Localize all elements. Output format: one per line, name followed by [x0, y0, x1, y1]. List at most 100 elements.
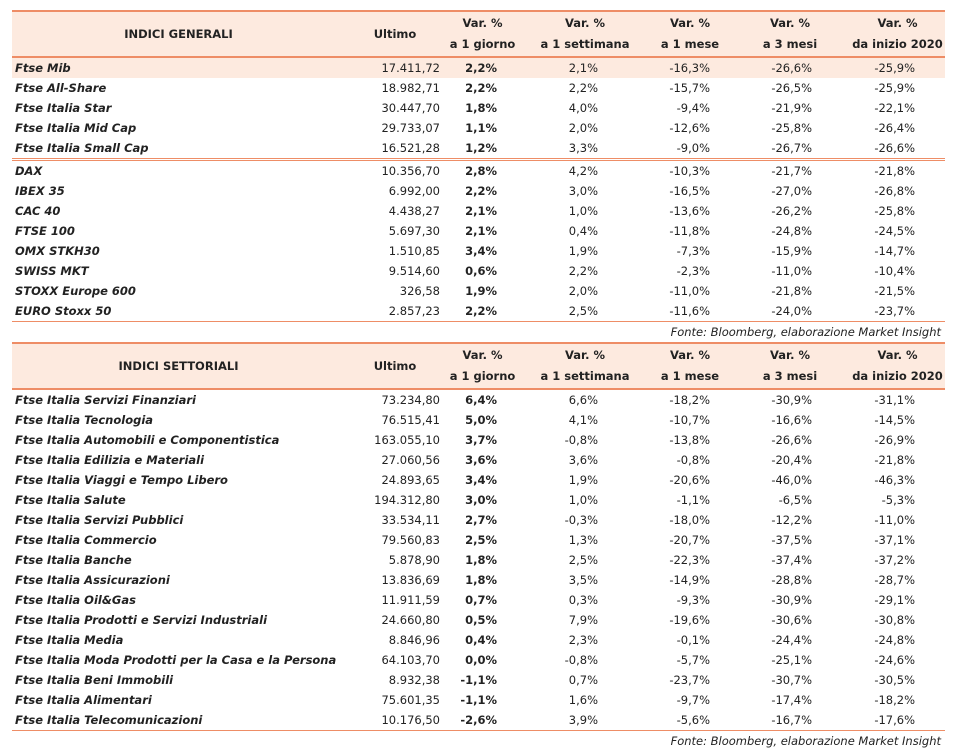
cell-value: -20,7% [669, 533, 710, 547]
cell-value: 2,0% [568, 284, 598, 298]
index-name: Ftse Italia Banche [15, 553, 132, 567]
cell-value: 1,1% [465, 121, 497, 135]
cell-value: 8.932,38 [388, 673, 440, 687]
cell-value: -27,0% [771, 184, 812, 198]
cell-value: 2,8% [465, 164, 497, 178]
table-row: Ftse Italia Oil&Gas 11.911,59 0,7% 0,3% -9,3… [12, 590, 945, 610]
cell-value: 163.055,10 [374, 433, 440, 447]
cell-value: -10,7% [669, 413, 710, 427]
cell-value: 1,8% [465, 553, 497, 567]
cell-value: -37,2% [874, 553, 915, 567]
table-row: Ftse Mib 17.411,72 2,2% 2,1% -16,3% -26,6% -25… [12, 57, 945, 78]
index-name: Ftse Italia Oil&Gas [15, 593, 136, 607]
cell-value: -0,8% [564, 433, 598, 447]
table-row: Ftse Italia Moda Prodotti per la Casa e … [12, 650, 945, 670]
cell-value: 2,7% [465, 513, 497, 527]
cell-value: 3,9% [568, 713, 598, 727]
cell-value: -0,8% [564, 653, 598, 667]
cell-value: 1,8% [465, 573, 497, 587]
column-header-line: Var. % [670, 348, 710, 362]
column-header-line: Ultimo [373, 359, 417, 373]
column-header: Var. % da inizio 2020 [850, 11, 945, 57]
table-row: FTSE 100 5.697,30 2,1% 0,4% -11,8% -24,8% -24,… [12, 221, 945, 241]
cell-value: -30,7% [771, 673, 812, 687]
column-header-line: a 1 giorno [449, 369, 516, 383]
cell-value: -28,8% [771, 573, 812, 587]
cell-value: -25,1% [771, 653, 812, 667]
cell-value: 11.911,59 [381, 593, 440, 607]
source-note: Fonte: Bloomberg, elaborazione Market In… [670, 325, 941, 339]
cell-value: 1,0% [568, 493, 598, 507]
table-row: SWISS MKT 9.514,60 0,6% 2,2% -2,3% -11,0% -10,… [12, 261, 945, 281]
table-block: INDICI SETTORIALI Ultimo Var. % a 1 giorno V… [12, 342, 945, 751]
index-name: SWISS MKT [15, 264, 89, 278]
cell-value: 29.733,07 [381, 121, 440, 135]
column-header: Var. % a 1 giorno [445, 343, 520, 389]
cell-value: -37,1% [874, 533, 915, 547]
index-name: Ftse Italia Tecnologia [15, 413, 154, 427]
cell-value: 10.176,50 [381, 713, 440, 727]
cell-value: -0,8% [676, 453, 710, 467]
cell-value: 24.893,65 [381, 473, 440, 487]
index-name: Ftse Italia Alimentari [15, 693, 152, 707]
index-name: Ftse Italia Viaggi e Tempo Libero [15, 473, 228, 487]
cell-value: -24,5% [874, 224, 915, 238]
cell-value: -31,1% [874, 393, 915, 407]
cell-value: 1,2% [465, 141, 497, 155]
data-table: INDICI SETTORIALI Ultimo Var. % a 1 giorno V… [12, 342, 945, 731]
index-name: Ftse Italia Mid Cap [15, 121, 137, 135]
table-row: Ftse Italia Alimentari 75.601,35 -1,1% 1,6%… [12, 690, 945, 710]
cell-value: 2,0% [568, 121, 598, 135]
cell-value: -13,6% [669, 204, 710, 218]
cell-value: 7,9% [568, 613, 598, 627]
cell-value: -10,4% [874, 264, 915, 278]
column-header-line: Var. % [877, 348, 918, 362]
column-header-line: a 1 giorno [449, 37, 516, 51]
table-row: Ftse Italia Servizi Pubblici 33.534,11 2,7… [12, 510, 945, 530]
cell-value: 5,0% [465, 413, 497, 427]
cell-value: 0,3% [568, 593, 598, 607]
cell-value: -21,9% [771, 101, 812, 115]
column-header-line: a 1 mese [660, 37, 720, 51]
cell-value: 6.992,00 [388, 184, 440, 198]
cell-value: -18,0% [669, 513, 710, 527]
cell-value: -9,4% [676, 101, 710, 115]
cell-value: -1,1% [676, 493, 710, 507]
cell-value: 326,58 [399, 284, 440, 298]
index-name: STOXX Europe 600 [15, 284, 136, 298]
column-header: Var. % da inizio 2020 [850, 343, 945, 389]
cell-value: -21,8% [874, 453, 915, 467]
column-header-line: a 3 mesi [762, 37, 818, 51]
cell-value: 1,9% [465, 284, 497, 298]
cell-value: -12,2% [771, 513, 812, 527]
cell-value: -30,9% [771, 393, 812, 407]
table-row: Ftse Italia Mid Cap 29.733,07 1,1% 2,0% -12,… [12, 118, 945, 138]
cell-value: -37,5% [771, 533, 812, 547]
cell-value: -18,2% [874, 693, 915, 707]
cell-value: 4,2% [568, 164, 598, 178]
column-header-line: a 1 settimana [540, 37, 630, 51]
cell-value: -23,7% [874, 304, 915, 318]
cell-value: -16,3% [669, 61, 710, 75]
table-row: Ftse Italia Tecnologia 76.515,41 5,0% 4,1% -… [12, 410, 945, 430]
cell-value: -30,5% [874, 673, 915, 687]
cell-value: 6,4% [465, 393, 497, 407]
cell-value: 1,9% [568, 244, 598, 258]
index-name: Ftse Italia Prodotti e Servizi Industria… [15, 613, 268, 627]
header-row: INDICI SETTORIALI Ultimo Var. % a 1 giorno V… [12, 343, 945, 389]
table-row: Ftse Italia Beni Immobili 8.932,38 -1,1% 0,… [12, 670, 945, 690]
index-name: EURO Stoxx 50 [15, 304, 112, 318]
cell-value: 17.411,72 [381, 61, 440, 75]
cell-value: 2,1% [465, 224, 497, 238]
cell-value: -9,0% [676, 141, 710, 155]
cell-value: -1,1% [460, 673, 497, 687]
cell-value: 3,5% [568, 573, 598, 587]
cell-value: 2,2% [568, 81, 598, 95]
cell-value: -21,8% [771, 284, 812, 298]
table-row: Ftse Italia Commercio 79.560,83 2,5% 1,3% -2… [12, 530, 945, 550]
column-header: Var. % a 1 mese [650, 11, 730, 57]
table-row: Ftse Italia Banche 5.878,90 1,8% 2,5% -22,3%… [12, 550, 945, 570]
cell-value: -13,8% [669, 433, 710, 447]
index-name: Ftse Italia Moda Prodotti per la Casa e … [15, 653, 337, 667]
cell-value: -24,8% [771, 224, 812, 238]
